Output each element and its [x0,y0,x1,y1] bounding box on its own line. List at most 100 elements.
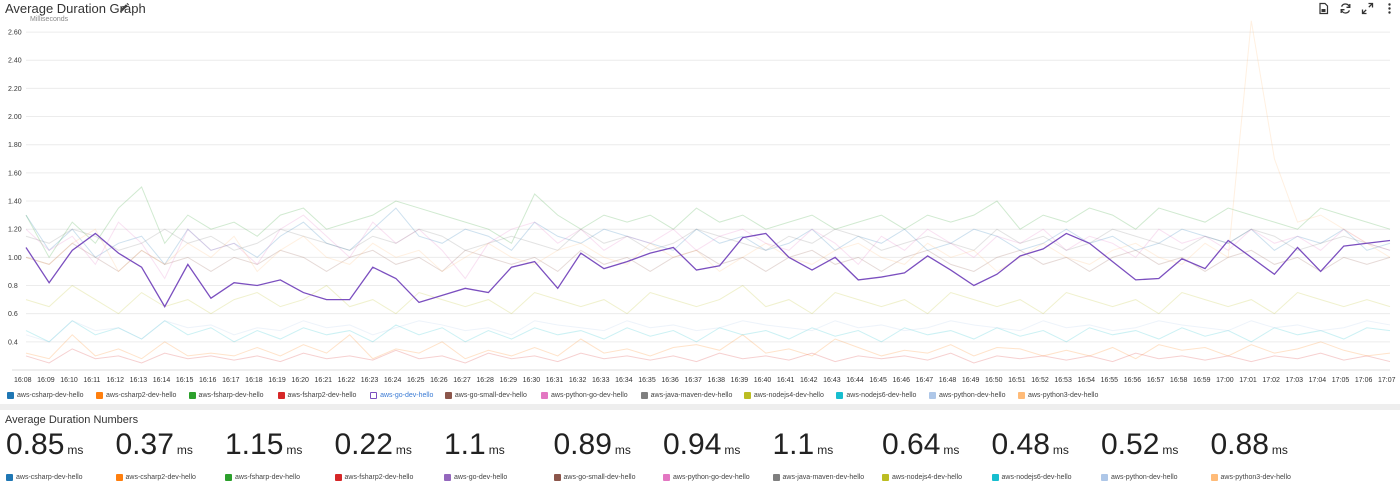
legend-item[interactable]: aws-go-dev-hello [370,389,433,401]
x-tick-label: 16:53 [1054,377,1072,384]
number-swatch [553,474,561,481]
number-value-text: 0.94 [663,428,722,461]
series-line [25,242,1391,273]
x-tick-label: 16:14 [153,377,171,384]
number-value: 0.48 ms [992,428,1069,462]
series-line [25,334,1391,360]
series-line [25,214,1391,280]
x-tick-label: 16:23 [361,377,379,384]
number-unit: ms [614,443,631,457]
x-tick-label: 16:46 [893,377,911,384]
number-swatch [1210,474,1218,481]
refresh-icon[interactable] [1339,2,1352,15]
panel-toolbar [1317,2,1396,15]
number-card: 1.15 ms aws-fsharp-dev-hello [225,428,333,488]
number-series-name: aws-python3-dev-hello [1220,474,1291,481]
number-value-text: 0.88 [1210,428,1269,461]
x-tick-label: 16:10 [60,377,78,384]
number-value-text: 1.1 [444,428,486,461]
number-series-name: aws-python-go-dev-hello [673,474,750,481]
legend-item[interactable]: aws-fsharp-dev-hello [188,389,264,401]
pencil-icon[interactable] [118,2,130,14]
x-tick-label: 16:08 [14,377,32,384]
numbers-title: Average Duration Numbers [5,414,139,426]
number-unit: ms [176,443,193,457]
number-unit: ms [943,443,960,457]
number-series-label: aws-java-maven-dev-hello [772,474,865,481]
x-tick-label: 17:01 [1239,377,1257,384]
legend-label: aws-python-dev-hello [938,391,1006,399]
legend-label: aws-python3-dev-hello [1027,391,1099,399]
number-value-text: 0.37 [115,428,174,461]
legend-item[interactable]: aws-go-small-dev-hello [444,389,527,401]
expand-icon[interactable] [1361,2,1374,15]
legend-item[interactable]: aws-fsharp2-dev-hello [277,389,356,401]
x-tick-label: 16:45 [869,377,887,384]
legend-swatch [370,391,378,399]
legend-item[interactable]: aws-python-dev-hello [928,389,1006,401]
number-value: 0.94 ms [663,428,740,462]
chart-legend: aws-csharp-dev-hello aws-csharp2-dev-hell… [7,389,1397,401]
y-tick-label: 2.40 [8,58,22,65]
number-series-name: aws-go-small-dev-hello [563,474,636,481]
number-unit: ms [1271,443,1288,457]
number-swatch [115,474,123,481]
number-unit: ms [724,443,741,457]
series-line [25,284,1391,315]
number-series-label: aws-csharp2-dev-hello [115,474,196,481]
number-unit: ms [817,443,834,457]
x-tick-label: 16:24 [384,377,402,384]
x-tick-label: 16:40 [754,377,772,384]
number-series-label: aws-python-dev-hello [1101,474,1178,481]
number-card: 0.94 ms aws-python-go-dev-hello [663,428,771,488]
y-tick-label: 2.20 [8,86,22,93]
number-series-name: aws-java-maven-dev-hello [782,474,865,481]
y-tick-label: 1.80 [8,142,22,149]
legend-item[interactable]: aws-python-go-dev-hello [541,389,628,401]
series-line [25,186,1391,259]
number-series-label: aws-nodejs6-dev-hello [991,474,1072,481]
x-tick-label: 16:49 [962,377,980,384]
number-card: 0.37 ms aws-csharp2-dev-hello [115,428,224,488]
number-series-label: aws-python3-dev-hello [1210,474,1291,481]
number-value: 0.89 ms [554,428,631,462]
legend-label: aws-go-small-dev-hello [454,391,527,399]
number-swatch [444,474,451,481]
legend-item[interactable]: aws-csharp-dev-hello [7,389,84,401]
save-icon[interactable] [1317,2,1330,15]
x-tick-label: 16:47 [916,377,934,384]
number-unit: ms [488,443,505,457]
number-series-label: aws-fsharp-dev-hello [225,474,300,481]
number-card: 0.52 ms aws-python-dev-hello [1101,428,1209,488]
legend-swatch [96,391,103,399]
legend-item[interactable]: aws-nodejs4-dev-hello [743,389,824,401]
number-series-name: aws-go-dev-hello [454,474,508,481]
legend-item[interactable]: aws-java-maven-dev-hello [640,389,732,401]
x-tick-label: 16:30 [523,377,541,384]
legend-label: aws-python-go-dev-hello [551,391,628,399]
x-tick-label: 16:54 [1077,377,1095,384]
x-tick-label: 16:51 [1008,377,1026,384]
legend-swatch [444,391,452,399]
x-tick-label: 17:05 [1332,377,1350,384]
more-icon[interactable] [1383,2,1396,15]
y-tick-label: 2.00 [8,114,22,121]
number-value: 0.52 ms [1101,428,1178,462]
legend-item[interactable]: aws-csharp2-dev-hello [96,389,176,401]
legend-swatch [640,391,648,399]
number-series-label: aws-python-go-dev-hello [663,474,750,481]
legend-item[interactable]: aws-nodejs6-dev-hello [836,389,916,401]
legend-item[interactable]: aws-python3-dev-hello [1017,389,1099,401]
legend-label: aws-fsharp-dev-hello [198,391,264,399]
number-value-text: 0.85 [6,428,65,461]
x-tick-label: 16:22 [338,377,356,384]
x-tick-label: 16:21 [315,377,333,384]
y-tick-label: 1.40 [8,199,22,206]
x-tick-label: 16:32 [569,377,587,384]
number-value-text: 0.89 [553,428,612,461]
number-swatch [6,474,13,481]
x-tick-label: 16:20 [291,377,309,384]
legend-swatch [1017,391,1025,399]
panel-header: Average Duration Graph [0,0,1400,18]
legend-swatch [7,391,14,399]
